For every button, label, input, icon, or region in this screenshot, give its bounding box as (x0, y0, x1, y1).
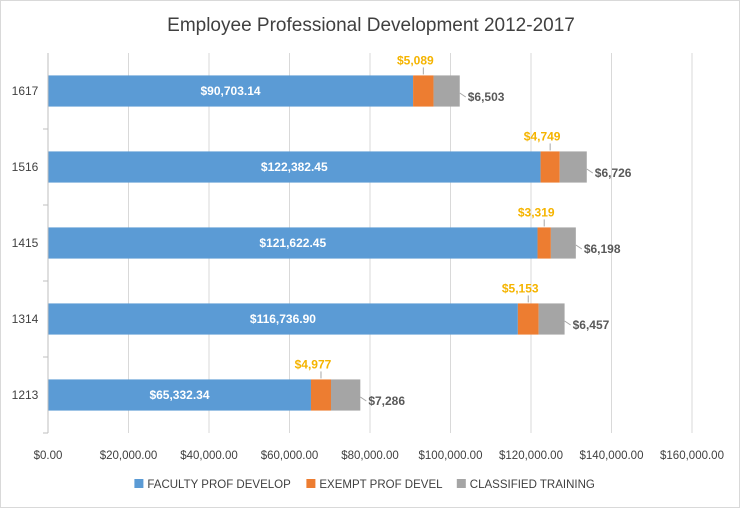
bar-segment-classified-training (538, 303, 565, 335)
bars (48, 75, 587, 411)
category-label: 1314 (12, 312, 39, 326)
data-label-leader (564, 320, 571, 326)
x-tick-label: $0.00 (34, 450, 63, 462)
bar-segment-exempt-prof-devel (413, 75, 434, 107)
x-tick-label: $20,000.00 (100, 450, 158, 462)
bar-segment-exempt-prof-devel (310, 379, 331, 411)
legend-swatch (134, 479, 144, 488)
bar-segment-exempt-prof-devel (517, 303, 539, 335)
category-label: 1213 (12, 388, 39, 402)
data-label: $3,319 (518, 205, 555, 219)
bar-segment-classified-training (550, 227, 576, 259)
legend: FACULTY PROF DEVELOP EXEMPT PROF DEVEL CLA… (134, 479, 595, 491)
bar-segment-faculty-prof-develop (48, 227, 538, 259)
x-axis-ticks: $0.00 $20,000.00 $40,000.00 $60,000.00 $80,0… (34, 450, 724, 462)
data-label: $6,503 (468, 90, 505, 104)
data-label: $5,153 (502, 281, 539, 295)
data-label: $6,198 (584, 242, 621, 256)
x-tick-label: $140,000.00 (580, 450, 644, 462)
x-tick-label: $40,000.00 (180, 450, 238, 462)
data-label-leader (575, 244, 583, 250)
legend-swatch (456, 479, 466, 488)
data-label: $65,332.34 (149, 388, 209, 402)
bar-segment-faculty-prof-develop (48, 379, 311, 411)
bar-segment-faculty-prof-develop (48, 75, 414, 107)
data-label: $6,726 (595, 166, 632, 180)
legend-swatch (306, 479, 316, 488)
data-label-leader (360, 396, 367, 402)
bar-segment-faculty-prof-develop (48, 151, 541, 183)
data-label-leader (586, 168, 594, 174)
legend-label: CLASSIFIED TRAINING (470, 479, 595, 491)
data-label: $4,977 (295, 357, 332, 371)
data-label: $121,622.45 (259, 236, 326, 250)
data-label: $116,736.90 (250, 312, 316, 326)
x-tick-label: $80,000.00 (341, 450, 399, 462)
bar-segment-faculty-prof-develop (48, 303, 518, 335)
x-tick-label: $60,000.00 (261, 450, 319, 462)
category-axis: 1213 1314 1415 1516 1617 (12, 53, 49, 434)
data-label: $5,089 (397, 53, 434, 67)
bar-segment-classified-training (433, 75, 460, 107)
bar-segment-exempt-prof-devel (540, 151, 560, 183)
data-label: $7,286 (368, 394, 405, 408)
chart-title: Employee Professional Development 2012-2… (167, 15, 575, 36)
data-label: $122,382.45 (261, 160, 328, 174)
legend-label: FACULTY PROF DEVELOP (147, 479, 291, 491)
x-tick-label: $160,000.00 (660, 450, 724, 462)
bar-segment-classified-training (559, 151, 587, 183)
bar-segment-classified-training (330, 379, 361, 411)
x-tick-label: $120,000.00 (499, 450, 563, 462)
bar-segment-exempt-prof-devel (537, 227, 551, 259)
data-label-leader (459, 92, 467, 98)
data-label: $90,703.14 (201, 84, 261, 98)
category-label: 1617 (12, 84, 39, 98)
data-label: $4,749 (524, 129, 561, 143)
data-label: $6,457 (573, 318, 610, 332)
category-label: 1415 (12, 236, 39, 250)
category-label: 1516 (12, 160, 39, 174)
data-labels: $65,332.34 $4,977 $7,286 $116,736.90 $5,153 $… (149, 53, 631, 408)
legend-label: EXEMPT PROF DEVEL (319, 479, 443, 491)
x-tick-label: $100,000.00 (419, 450, 483, 462)
